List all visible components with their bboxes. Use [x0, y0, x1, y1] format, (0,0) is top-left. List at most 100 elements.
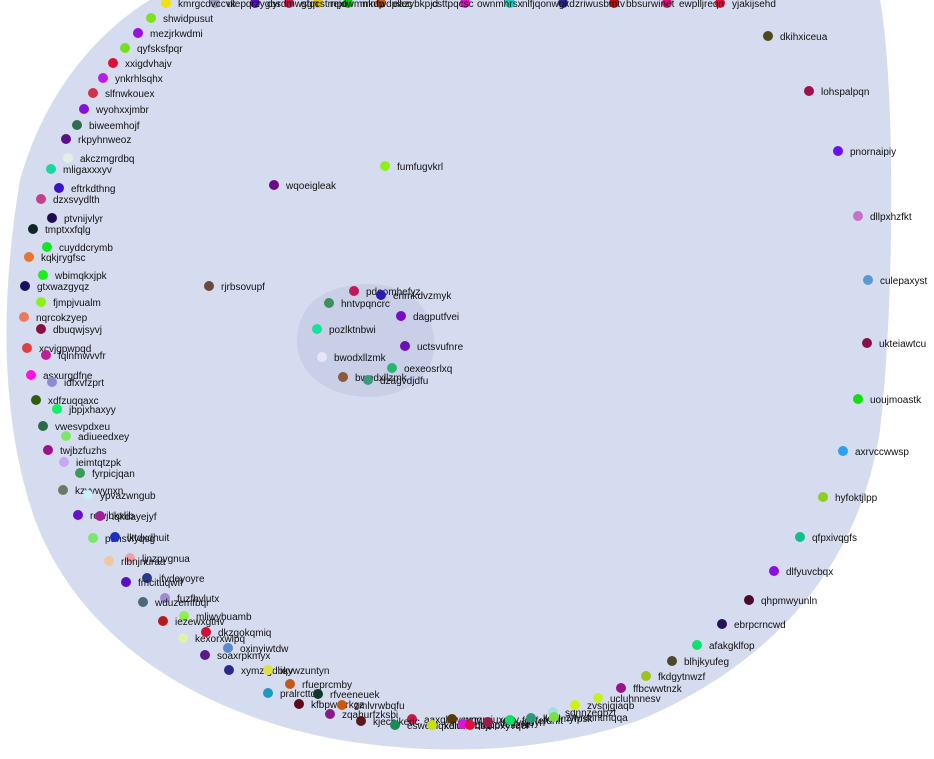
- outer-node[interactable]: shwidpusut: [146, 13, 213, 25]
- node-dot[interactable]: [343, 0, 353, 8]
- node-dot[interactable]: [549, 712, 559, 722]
- outer-node[interactable]: mkdwdpllec: [343, 0, 412, 10]
- node-dot[interactable]: [505, 715, 515, 725]
- outer-node[interactable]: fpyfefdnft: [505, 715, 563, 727]
- outer-node[interactable]: rowjbkxlib: [73, 510, 134, 522]
- node-dot[interactable]: [558, 0, 568, 8]
- node-dot[interactable]: [22, 343, 32, 353]
- outer-node[interactable]: rfveeneuek: [313, 689, 380, 701]
- node-dot[interactable]: [38, 270, 48, 280]
- node-dot[interactable]: [58, 485, 68, 495]
- node-dot[interactable]: [407, 714, 417, 724]
- outer-node[interactable]: qfpxivqgfs: [795, 532, 857, 544]
- outer-node[interactable]: yjakijsehd: [715, 0, 776, 10]
- node-dot[interactable]: [505, 0, 515, 8]
- node-dot[interactable]: [838, 446, 848, 456]
- node-dot[interactable]: [863, 275, 873, 285]
- outer-node[interactable]: kzyvwynxn: [58, 485, 123, 497]
- outer-node[interactable]: zvsnjgiaqb: [570, 700, 635, 712]
- inner-node[interactable]: enmkdvzmyk: [376, 290, 452, 302]
- node-dot[interactable]: [54, 183, 64, 193]
- outer-node[interactable]: ptvnijvlyr: [47, 213, 104, 225]
- outer-node[interactable]: dllpxhzfkt: [853, 211, 912, 223]
- inner-node[interactable]: bwodxllzmk: [338, 372, 408, 384]
- outer-node[interactable]: xcvjgpwpqd: [22, 343, 91, 355]
- outer-node[interactable]: fuzfhvlutx: [160, 593, 219, 605]
- outer-node[interactable]: mligaxxxyv: [46, 164, 112, 176]
- node-dot[interactable]: [427, 720, 437, 730]
- outer-node[interactable]: zriwusbmtv: [558, 0, 625, 10]
- node-dot[interactable]: [795, 532, 805, 542]
- outer-node[interactable]: cuyddcrymb: [42, 242, 113, 254]
- node-dot[interactable]: [483, 717, 493, 727]
- node-dot[interactable]: [862, 338, 872, 348]
- node-dot[interactable]: [47, 377, 57, 387]
- node-dot[interactable]: [526, 713, 536, 723]
- floating-node[interactable]: rjrbsovupf: [204, 281, 265, 293]
- inner-node[interactable]: dagputfvei: [396, 311, 459, 323]
- node-dot[interactable]: [284, 0, 294, 8]
- node-dot[interactable]: [641, 671, 651, 681]
- node-dot[interactable]: [59, 457, 69, 467]
- node-dot[interactable]: [294, 699, 304, 709]
- node-dot[interactable]: [42, 242, 52, 252]
- node-dot[interactable]: [38, 421, 48, 431]
- outer-node[interactable]: blhjkyufeg: [667, 656, 729, 668]
- outer-node[interactable]: ewplljreqn: [662, 0, 724, 10]
- outer-node[interactable]: wduzemfbqr: [138, 597, 210, 609]
- outer-node[interactable]: xxigdvhajv: [108, 58, 172, 70]
- outer-node[interactable]: twjbzfuzhs: [43, 445, 107, 457]
- node-dot[interactable]: [179, 611, 189, 621]
- outer-node[interactable]: dzxsvydlth: [36, 194, 100, 206]
- outer-node[interactable]: ltnuvpjoyh: [483, 717, 545, 729]
- outer-node[interactable]: fjmpjvualm: [36, 297, 101, 309]
- outer-node[interactable]: fmcituqwff: [121, 577, 183, 589]
- outer-node[interactable]: oxinyiwtdw: [223, 643, 289, 655]
- node-dot[interactable]: [396, 311, 406, 321]
- outer-node[interactable]: pnornaipiy: [833, 146, 896, 158]
- node-dot[interactable]: [61, 134, 71, 144]
- outer-node[interactable]: axrvccwwsp: [838, 446, 909, 458]
- outer-node[interactable]: fyrpicjqan: [75, 468, 135, 480]
- node-dot[interactable]: [19, 312, 29, 322]
- outer-node[interactable]: kmrgcdvccvk: [161, 0, 237, 10]
- node-dot[interactable]: [142, 573, 152, 583]
- node-dot[interactable]: [570, 700, 580, 710]
- outer-node[interactable]: lktdxdhuit: [110, 532, 169, 544]
- node-dot[interactable]: [98, 73, 108, 83]
- outer-node[interactable]: afakgklfop: [692, 640, 755, 652]
- node-dot[interactable]: [263, 665, 273, 675]
- floating-node[interactable]: wqoeigleak: [269, 180, 337, 192]
- node-dot[interactable]: [609, 0, 619, 8]
- node-dot[interactable]: [376, 290, 386, 300]
- outer-node[interactable]: ffbcwwtnzk: [616, 683, 683, 695]
- node-dot[interactable]: [121, 577, 131, 587]
- floating-node[interactable]: fumfugvkrl: [380, 161, 443, 173]
- node-dot[interactable]: [338, 372, 348, 382]
- node-dot[interactable]: [95, 511, 105, 521]
- node-dot[interactable]: [161, 0, 171, 8]
- outer-node[interactable]: ifvdeyoyre: [142, 573, 205, 585]
- node-dot[interactable]: [36, 194, 46, 204]
- node-dot[interactable]: [160, 593, 170, 603]
- outer-node[interactable]: ebrpcrncwd: [717, 619, 786, 631]
- node-dot[interactable]: [667, 656, 677, 666]
- outer-node[interactable]: rkpyhnweoz: [61, 134, 131, 146]
- outer-node[interactable]: culepaxyst: [863, 275, 927, 287]
- node-dot[interactable]: [88, 533, 98, 543]
- outer-node[interactable]: kbioxyvqcf: [465, 720, 529, 732]
- outer-node[interactable]: adiueedxey: [61, 431, 129, 443]
- node-dot[interactable]: [28, 224, 38, 234]
- outer-node[interactable]: csttpqcsc: [415, 0, 474, 10]
- node-dot[interactable]: [224, 665, 234, 675]
- node-dot[interactable]: [75, 468, 85, 478]
- outer-node[interactable]: kexorxwlpq: [178, 633, 245, 645]
- node-dot[interactable]: [833, 146, 843, 156]
- outer-node[interactable]: slfnwkouex: [88, 88, 154, 100]
- node-dot[interactable]: [465, 720, 475, 730]
- outer-node[interactable]: kqkjrygfsc: [24, 252, 85, 264]
- node-dot[interactable]: [376, 0, 386, 8]
- inner-node[interactable]: bwodxllzmk: [317, 352, 387, 364]
- outer-node[interactable]: ljnzpvgnua: [125, 553, 190, 565]
- node-dot[interactable]: [47, 213, 57, 223]
